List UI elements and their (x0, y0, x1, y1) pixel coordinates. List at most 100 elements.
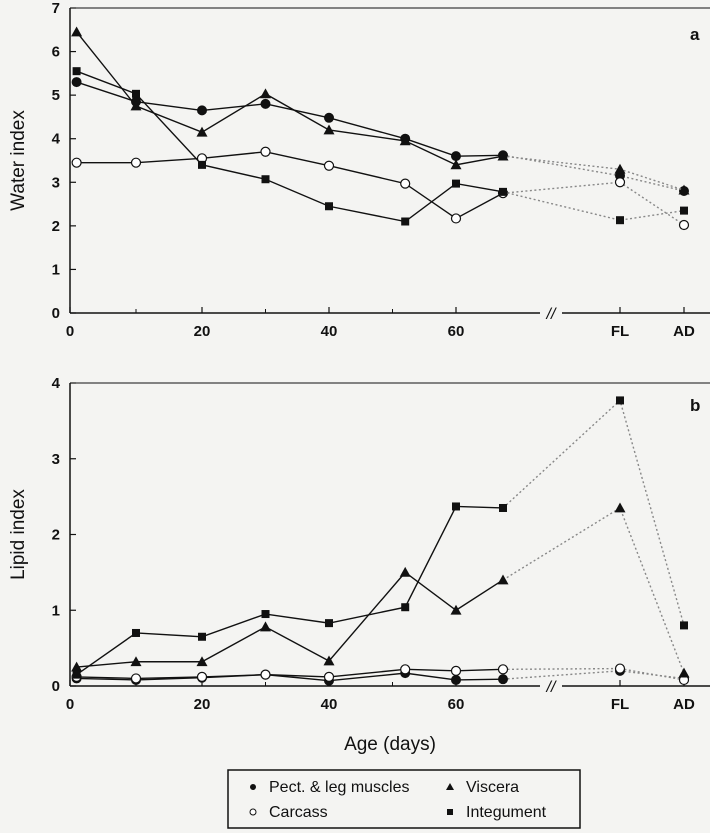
series-carcass (71, 146, 690, 231)
data-point (132, 89, 140, 98)
data-point (614, 502, 626, 513)
data-point (401, 603, 410, 612)
x-tick-label: 0 (66, 323, 74, 340)
y-tick-label: 0 (52, 305, 60, 322)
data-point (450, 159, 462, 170)
data-point (260, 669, 271, 680)
data-point (614, 163, 626, 174)
data-point (680, 206, 688, 215)
data-point (497, 574, 509, 585)
data-point (196, 126, 208, 137)
data-point (497, 664, 509, 675)
data-point (614, 663, 626, 674)
series-viscera (71, 26, 690, 195)
series-integument (72, 67, 688, 226)
x-tick-label: 40 (321, 696, 338, 713)
series-line (76, 81, 504, 157)
data-point (325, 619, 333, 628)
data-point (260, 88, 271, 99)
y-axis-label-b: Lipid index (8, 489, 29, 580)
series-line (76, 505, 504, 676)
panel-label-b: b (690, 396, 700, 415)
data-point (400, 178, 411, 189)
data-point (399, 566, 411, 577)
y-tick-label: 0 (52, 678, 60, 695)
data-point (451, 674, 461, 685)
data-point (451, 151, 461, 162)
data-point (497, 150, 509, 161)
data-point (498, 674, 508, 685)
data-point (323, 671, 335, 683)
y-tick-label: 4 (52, 131, 61, 148)
data-point (72, 670, 81, 679)
series-dotted-extension (502, 154, 685, 192)
data-point (678, 219, 690, 231)
data-point (261, 175, 270, 184)
data-point (616, 216, 624, 225)
series-line (76, 672, 504, 682)
data-point (196, 671, 208, 683)
y-tick-label: 3 (52, 174, 60, 191)
panel-a-water-index: a Water index // 0 1 2 3 4 5 6 7 0 20 40 60 FL AD (8, 0, 710, 340)
data-point (323, 124, 335, 135)
legend: Pect. & leg muscles Viscera Carcass Integum… (227, 769, 581, 829)
data-point (678, 667, 690, 678)
y-tick-label: 2 (52, 527, 60, 544)
data-point (71, 157, 82, 168)
x-tick-label: 60 (448, 323, 465, 340)
data-point (132, 628, 140, 637)
data-point (678, 184, 690, 195)
legend-item-integument: Integument (447, 804, 547, 821)
x-tick-label: AD (673, 323, 695, 340)
data-point (680, 621, 688, 630)
data-point (71, 661, 83, 672)
data-point (499, 503, 507, 512)
legend-marker (446, 783, 454, 790)
data-point (71, 26, 83, 37)
axis-break-mark: // (546, 306, 557, 323)
y-tick-label: 5 (52, 87, 60, 104)
legend-label: Integument (466, 804, 547, 821)
series-dotted-extension (502, 191, 685, 221)
x-tick-label: FL (611, 696, 629, 713)
series-pect-leg-muscles (71, 665, 689, 686)
data-point (450, 604, 462, 615)
series-line (76, 151, 504, 220)
data-point (196, 656, 208, 667)
data-point (260, 146, 271, 157)
y-tick-label: 4 (52, 375, 61, 392)
panel-label-a: a (690, 25, 700, 44)
legend-label: Carcass (269, 804, 328, 821)
y-tick-label: 2 (52, 218, 60, 235)
data-point (450, 665, 462, 676)
data-point (130, 673, 142, 684)
x-tick-label: 20 (194, 323, 211, 340)
legend-item-carcass: Carcass (249, 804, 328, 821)
y-tick-label: 1 (52, 602, 60, 619)
data-point (197, 105, 207, 116)
data-point (400, 664, 411, 675)
y-axis-label-a: Water index (8, 110, 29, 211)
series-line (76, 571, 504, 668)
x-tick-label: 0 (66, 696, 74, 713)
data-point (198, 632, 206, 641)
series-line (76, 70, 504, 223)
data-point (71, 77, 82, 88)
data-point (324, 112, 334, 123)
data-point (260, 621, 271, 632)
x-tick-label: 40 (321, 323, 338, 340)
data-point (325, 202, 333, 211)
y-tick-label: 1 (52, 261, 60, 278)
series-dotted-extension (502, 399, 685, 626)
y-tick-label: 3 (52, 451, 60, 468)
legend-marker (447, 809, 453, 815)
y-tick-label: 7 (52, 0, 60, 17)
series-line (76, 31, 504, 166)
x-tick-label: FL (611, 323, 629, 340)
data-point (130, 157, 142, 168)
legend-item-pect-leg-muscles: Pect. & leg muscles (250, 779, 410, 796)
data-point (616, 396, 624, 405)
legend-label: Viscera (466, 779, 519, 796)
series-dotted-extension (502, 506, 685, 674)
